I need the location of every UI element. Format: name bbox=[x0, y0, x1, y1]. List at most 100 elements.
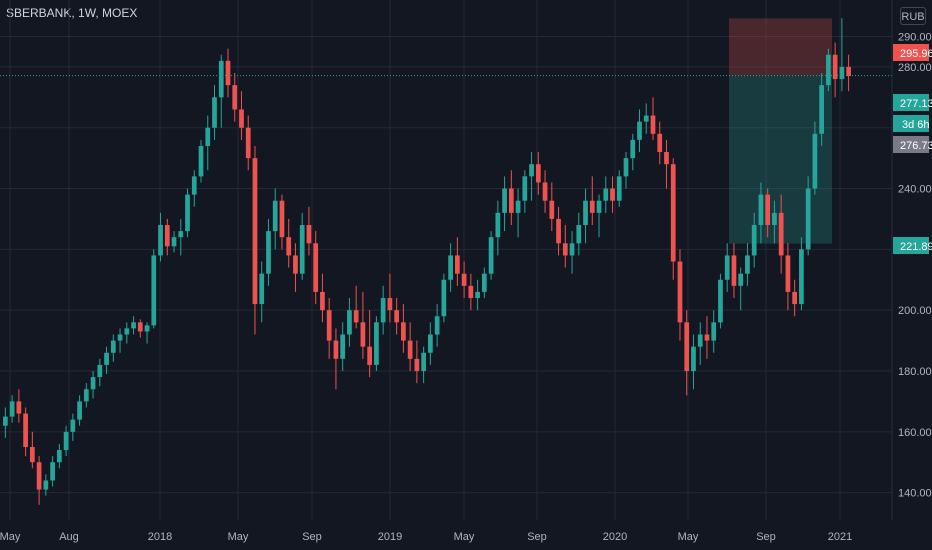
candle bbox=[252, 145, 258, 335]
candle bbox=[562, 225, 568, 268]
x-tick-label: 2020 bbox=[603, 531, 627, 543]
candle bbox=[63, 425, 69, 457]
candle bbox=[475, 279, 480, 311]
stop-loss-zone bbox=[729, 18, 832, 76]
candle bbox=[522, 170, 528, 213]
candle bbox=[792, 279, 798, 317]
candle bbox=[502, 176, 507, 232]
candle bbox=[704, 316, 710, 359]
candle bbox=[333, 328, 339, 390]
candle bbox=[9, 395, 15, 423]
candle-body bbox=[43, 480, 49, 490]
candle bbox=[117, 328, 123, 353]
candle-body bbox=[421, 352, 426, 371]
candle bbox=[508, 170, 514, 226]
candle-body bbox=[9, 401, 15, 417]
price-axis[interactable]: 140.00 160.00 180.00 200.00 240.00 280.00 290.… bbox=[898, 31, 932, 499]
candle bbox=[225, 48, 231, 98]
candle-body bbox=[556, 218, 561, 244]
candle bbox=[218, 54, 224, 128]
candle-body bbox=[495, 212, 501, 238]
candle-body bbox=[16, 401, 22, 414]
candle bbox=[454, 237, 460, 286]
candle bbox=[326, 298, 332, 359]
candle-body bbox=[792, 291, 798, 305]
candle bbox=[421, 346, 426, 384]
candle bbox=[664, 139, 669, 189]
candle-body bbox=[596, 200, 602, 213]
candle-body bbox=[380, 298, 386, 323]
position-tool[interactable] bbox=[729, 18, 832, 244]
candle-body bbox=[751, 225, 757, 256]
candle bbox=[340, 322, 346, 371]
candle-body bbox=[670, 164, 676, 262]
candle-body bbox=[259, 273, 265, 305]
candle bbox=[772, 200, 777, 244]
candle bbox=[434, 304, 440, 347]
candle bbox=[805, 176, 811, 256]
time-axis[interactable]: May Aug 2018 May Sep 2019 May Sep 2020 May Sep 2021 bbox=[0, 531, 852, 543]
candle bbox=[542, 170, 548, 213]
candle bbox=[90, 370, 96, 399]
x-tick-label: 2021 bbox=[828, 531, 852, 543]
candle bbox=[765, 188, 771, 238]
candle bbox=[16, 389, 22, 423]
candle-body bbox=[576, 225, 582, 244]
candle bbox=[110, 334, 116, 362]
last-price-tag: 277.13 bbox=[893, 94, 932, 111]
candle-body bbox=[475, 291, 480, 299]
candle-body bbox=[374, 322, 379, 365]
candle-body bbox=[97, 364, 103, 378]
candle-body bbox=[691, 346, 696, 371]
candle bbox=[637, 109, 642, 153]
candle-body bbox=[468, 285, 474, 299]
candle-body bbox=[218, 60, 224, 98]
candle bbox=[43, 474, 49, 496]
candle bbox=[751, 212, 757, 268]
candle-body bbox=[434, 316, 440, 335]
candle bbox=[104, 346, 109, 375]
candle bbox=[535, 152, 541, 195]
candle bbox=[610, 176, 615, 213]
candle-body bbox=[765, 194, 771, 226]
candle bbox=[320, 273, 325, 323]
candle-body bbox=[367, 346, 373, 365]
candle bbox=[515, 188, 521, 238]
x-tick-label: May bbox=[228, 531, 249, 543]
candle-body bbox=[549, 200, 555, 219]
y-tick-label: 280.00 bbox=[898, 62, 932, 74]
y-tick-label: 180.00 bbox=[898, 366, 932, 378]
candle-body bbox=[326, 310, 332, 341]
candle-body bbox=[144, 325, 150, 332]
candle bbox=[630, 133, 636, 171]
candle-body bbox=[569, 243, 575, 256]
candles bbox=[3, 18, 851, 505]
candle-body bbox=[279, 200, 285, 238]
candle bbox=[819, 72, 825, 146]
candle-body bbox=[846, 66, 851, 77]
candle-body bbox=[158, 225, 163, 256]
currency-button[interactable]: RUB bbox=[900, 7, 926, 25]
x-tick-label: Sep bbox=[302, 531, 322, 543]
candle bbox=[77, 395, 82, 426]
candle bbox=[191, 170, 197, 207]
candle-body bbox=[515, 200, 521, 213]
candle bbox=[697, 322, 703, 365]
candle-body bbox=[124, 328, 130, 335]
candle bbox=[569, 231, 575, 274]
candle-body bbox=[407, 340, 413, 359]
y-tick-label: 200.00 bbox=[898, 305, 932, 317]
candle bbox=[583, 188, 588, 244]
candle bbox=[212, 85, 217, 140]
stop-price-tag: 295.96 bbox=[893, 44, 932, 61]
candle bbox=[137, 319, 143, 338]
candle-body bbox=[461, 273, 467, 286]
countdown-tag: 3d 6h bbox=[893, 115, 930, 132]
candle-body bbox=[522, 176, 528, 201]
y-tick-label: 160.00 bbox=[898, 427, 932, 439]
candle-body bbox=[664, 152, 669, 165]
candle bbox=[846, 54, 851, 92]
candle-body bbox=[677, 261, 683, 323]
candle-body bbox=[502, 188, 507, 213]
